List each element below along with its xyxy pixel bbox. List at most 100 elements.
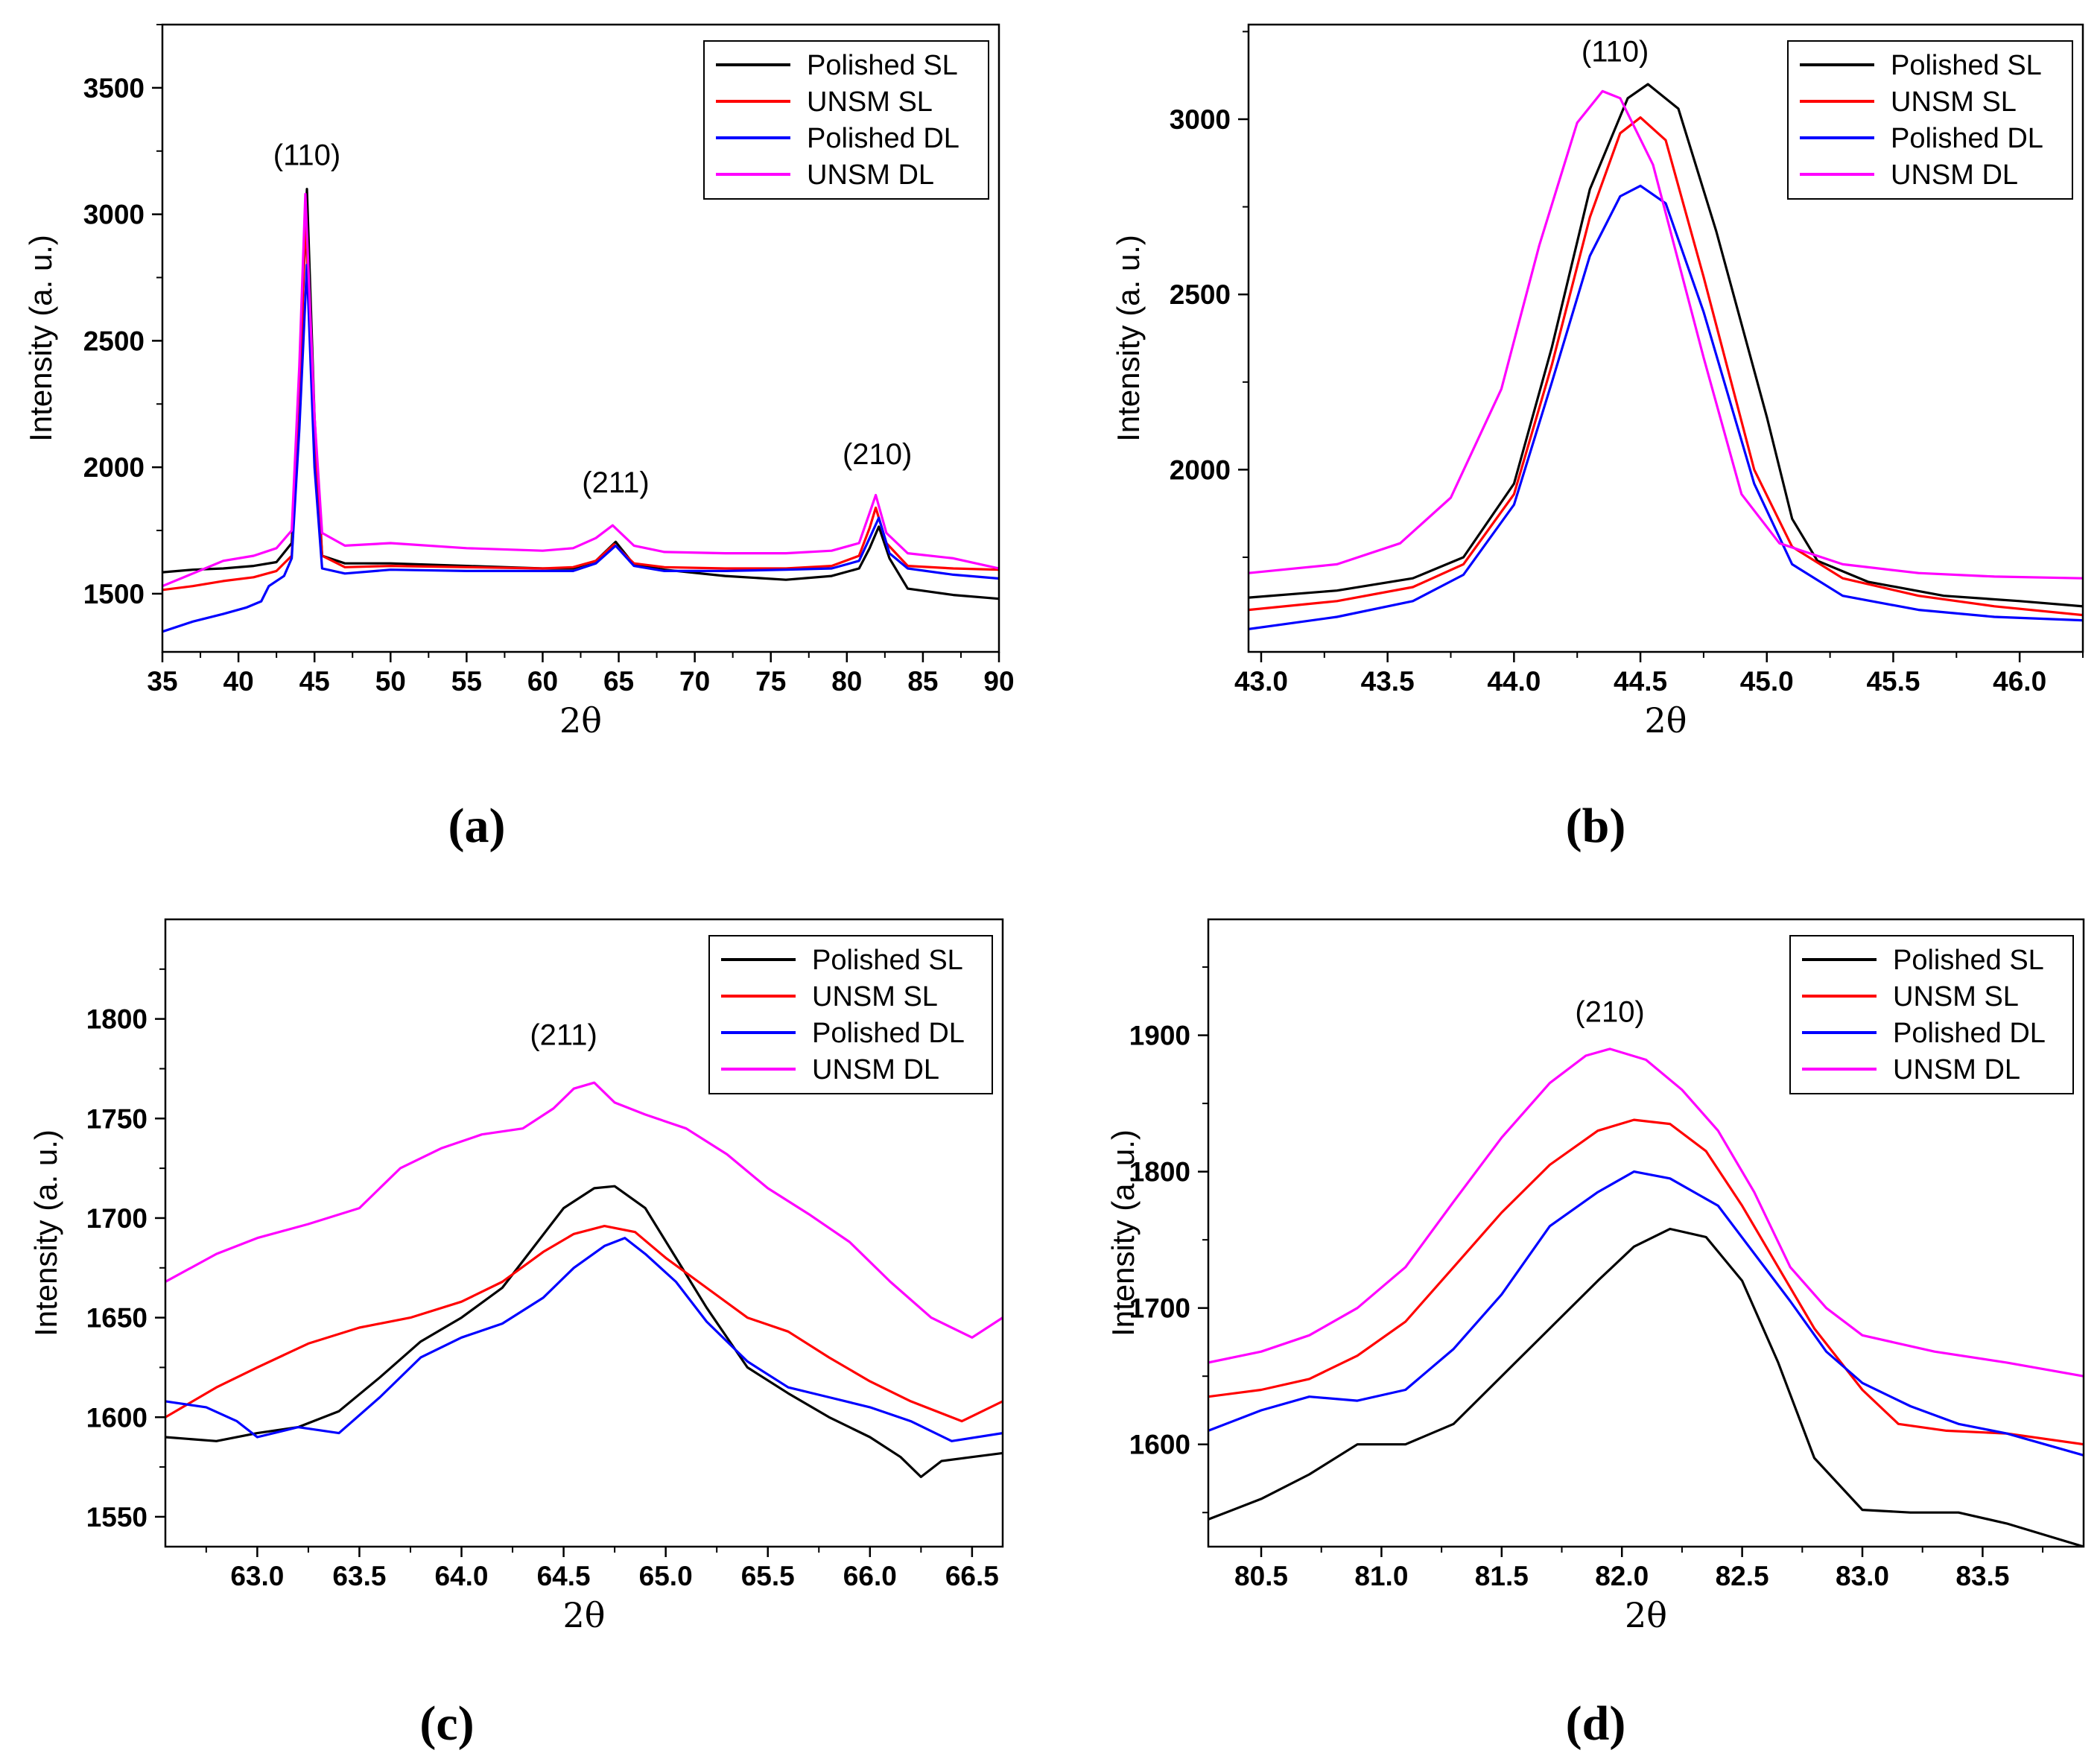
series-group xyxy=(165,1081,1003,1478)
x-tick-label: 66.0 xyxy=(843,1561,897,1591)
x-tick-label: 80.5 xyxy=(1234,1561,1288,1591)
y-tick-label: 2000 xyxy=(83,452,145,483)
x-tick-label: 64.0 xyxy=(435,1561,489,1591)
peak-annotation: (210) xyxy=(843,438,912,471)
x-tick-label: 81.0 xyxy=(1354,1561,1408,1591)
plot-frame xyxy=(164,918,1004,1548)
series-group xyxy=(1249,83,2083,630)
x-tick-label: 64.5 xyxy=(537,1561,591,1591)
legend-label: UNSM SL xyxy=(807,86,933,118)
x-tick-label: 65 xyxy=(603,666,634,697)
legend-label: UNSM DL xyxy=(1893,1054,2020,1085)
series-line-polished-sl xyxy=(1208,1227,2084,1547)
x-tick-label: 45.0 xyxy=(1740,666,1794,697)
legend: Polished SL UNSM SL Polished DL UNSM DL xyxy=(703,40,989,200)
series-line-unsm-sl xyxy=(162,213,999,592)
legend-label: UNSM DL xyxy=(812,1054,939,1085)
series-line-unsm-sl xyxy=(1208,1118,2084,1446)
x-tick-label: 44.5 xyxy=(1614,666,1667,697)
series-line-unsm-dl xyxy=(165,1081,1003,1339)
x-tick-label: 66.5 xyxy=(945,1561,999,1591)
x-tick-label: 63.5 xyxy=(332,1561,386,1591)
series-line-polished-sl xyxy=(162,188,999,600)
x-tick-label: 80 xyxy=(831,666,862,697)
y-tick-label: 2500 xyxy=(1170,279,1231,310)
x-tick-label: 82.5 xyxy=(1716,1561,1769,1591)
peak-annotation: (211) xyxy=(530,1018,597,1051)
panel-b-chart: 43.0 43.5 44.0 44.5 45.0 45.5 46.0 2000 2500 3000… xyxy=(1111,23,2084,853)
legend: Polished SL UNSM SL Polished DL UNSM DL xyxy=(1787,40,2073,200)
panel-c-chart: 63.0 63.5 64.0 64.5 65.0 65.5 66.0 66.5 1550 1600… xyxy=(28,918,1004,1751)
y-tick-label: 1750 xyxy=(86,1103,147,1134)
series-line-unsm-sl xyxy=(165,1225,1003,1423)
y-tick-label: 2000 xyxy=(1170,454,1231,485)
x-tick-label: 65.5 xyxy=(741,1561,795,1591)
series-group xyxy=(162,188,999,633)
legend-label: Polished SL xyxy=(807,50,958,81)
series-line-unsm-sl xyxy=(1249,116,2083,617)
series-line-polished-sl xyxy=(165,1185,1003,1478)
legend-label: UNSM SL xyxy=(1893,981,2019,1012)
x-tick-label: 44.0 xyxy=(1487,666,1541,697)
y-tick-label: 1550 xyxy=(86,1502,147,1532)
legend-label: Polished DL xyxy=(1893,1018,2046,1049)
series-line-polished-dl xyxy=(1249,184,2083,630)
legend: Polished SL UNSM SL Polished DL UNSM DL xyxy=(1789,935,2074,1094)
series-line-unsm-dl xyxy=(1249,89,2083,580)
x-tick-label: 45 xyxy=(299,666,330,697)
legend: Polished SL UNSM SL Polished DL UNSM DL xyxy=(708,935,993,1094)
series-line-unsm-dl xyxy=(162,192,999,588)
legend-label: Polished SL xyxy=(1893,945,2044,976)
x-tick-label: 65.0 xyxy=(639,1561,693,1591)
y-tick-label: 3500 xyxy=(83,73,145,104)
y-tick-label: 1700 xyxy=(1129,1293,1190,1324)
y-tick-label: 1700 xyxy=(86,1203,147,1234)
peak-annotation: (110) xyxy=(273,139,340,171)
panel-label: (b) xyxy=(1566,799,1626,853)
x-tick-label: 85 xyxy=(907,666,938,697)
y-tick-label: 1650 xyxy=(86,1303,147,1334)
panel-label: (c) xyxy=(419,1696,474,1751)
x-tick-label: 83.5 xyxy=(1955,1561,2009,1591)
legend-box xyxy=(703,40,989,200)
peak-annotation: (211) xyxy=(582,466,649,499)
peak-annotation: (110) xyxy=(1582,35,1649,68)
x-tick-label: 60 xyxy=(527,666,558,697)
legend-box xyxy=(1789,935,2074,1094)
series-line-polished-dl xyxy=(162,263,999,633)
x-tick-label: 75 xyxy=(755,666,786,697)
y-tick-label: 1500 xyxy=(83,579,145,609)
x-tick-label: 70 xyxy=(679,666,710,697)
y-tick-label: 1800 xyxy=(1129,1157,1190,1188)
legend-box xyxy=(708,935,993,1094)
y-tick-label: 3000 xyxy=(1170,104,1231,135)
x-axis-title: 2θ xyxy=(1625,1595,1667,1635)
x-tick-label: 45.5 xyxy=(1866,666,1920,697)
legend-label: Polished DL xyxy=(807,123,959,154)
plot-frame xyxy=(1207,918,2085,1548)
peak-annotation: (210) xyxy=(1575,995,1644,1028)
legend-label: Polished DL xyxy=(812,1018,965,1049)
panel-a-chart: 35 40 45 50 55 60 65 70 75 80 85 90 1500 2000 2500 3000… xyxy=(23,23,1015,853)
panel-label: (d) xyxy=(1566,1696,1626,1751)
x-axis-title: 2θ xyxy=(1645,700,1687,741)
series-line-polished-sl xyxy=(1249,83,2083,608)
plot-frame xyxy=(1247,23,2084,653)
x-tick-label: 90 xyxy=(983,666,1014,697)
series-line-unsm-dl xyxy=(1208,1047,2084,1378)
series-group xyxy=(1208,1047,2084,1547)
y-axis-title: Intensity (a. u.) xyxy=(28,1129,63,1337)
y-tick-label: 1600 xyxy=(1129,1430,1190,1460)
legend-label: UNSM DL xyxy=(1891,159,2018,191)
legend-label: Polished SL xyxy=(1891,50,2042,81)
legend-label: UNSM SL xyxy=(1891,86,2017,118)
panel-label: (a) xyxy=(448,799,506,853)
legend-label: UNSM SL xyxy=(812,981,938,1012)
x-tick-label: 46.0 xyxy=(1993,666,2046,697)
legend-label: Polished SL xyxy=(812,945,963,976)
y-axis-title: Intensity (a. u.) xyxy=(1111,235,1146,442)
y-axis-title: Intensity (a. u.) xyxy=(23,235,58,442)
x-tick-label: 50 xyxy=(375,666,406,697)
x-tick-label: 81.5 xyxy=(1475,1561,1529,1591)
x-tick-label: 55 xyxy=(451,666,482,697)
